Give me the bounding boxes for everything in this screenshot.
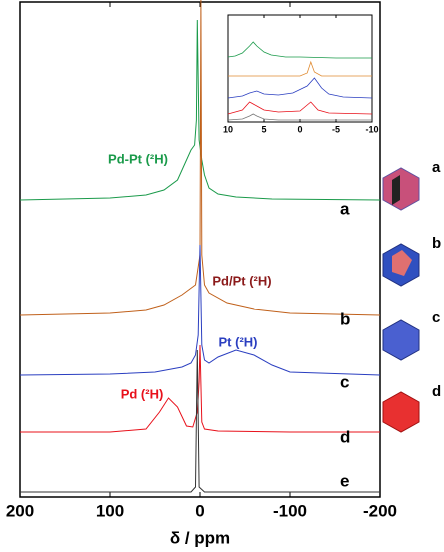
spectrum-line <box>20 350 380 492</box>
trace-label: d <box>340 427 350 446</box>
trace-label: c <box>340 372 349 391</box>
annotation: Pd-Pt (²H) <box>108 151 168 166</box>
x-tick-label: -10 <box>365 124 378 134</box>
x-tick-label: 0 <box>195 501 204 520</box>
x-tick-label: 10 <box>223 124 233 134</box>
x-tick-label: 5 <box>261 124 266 134</box>
x-tick-label: -5 <box>332 124 340 134</box>
figure: δ / ppm 2001000-100-200abcdePd-Pt (²H)Pd… <box>0 0 444 552</box>
x-tick-label: 200 <box>6 501 34 520</box>
particle-images <box>383 168 419 432</box>
x-tick-label: -100 <box>273 501 307 520</box>
image-label: d <box>432 383 441 400</box>
particle-c <box>383 320 419 360</box>
annotation: Pt (²H) <box>219 334 258 349</box>
trace-label: b <box>340 309 350 328</box>
trace-label: a <box>340 199 350 218</box>
particle-a-cut <box>392 175 400 205</box>
image-label: c <box>432 309 440 326</box>
trace-label: e <box>340 471 349 490</box>
annotation: Pd (²H) <box>121 386 164 401</box>
particle-a <box>383 168 419 210</box>
spectrum-line <box>20 345 380 432</box>
x-tick-label: 100 <box>96 501 124 520</box>
x-tick-label: 0 <box>297 124 302 134</box>
annotation: Pd/Pt (²H) <box>212 273 271 288</box>
image-label: b <box>432 235 441 252</box>
image-label: a <box>432 159 441 176</box>
x-tick-label: -200 <box>363 501 397 520</box>
particle-d <box>383 392 419 432</box>
inset-frame <box>228 15 372 122</box>
x-axis-label: δ / ppm <box>170 528 230 547</box>
